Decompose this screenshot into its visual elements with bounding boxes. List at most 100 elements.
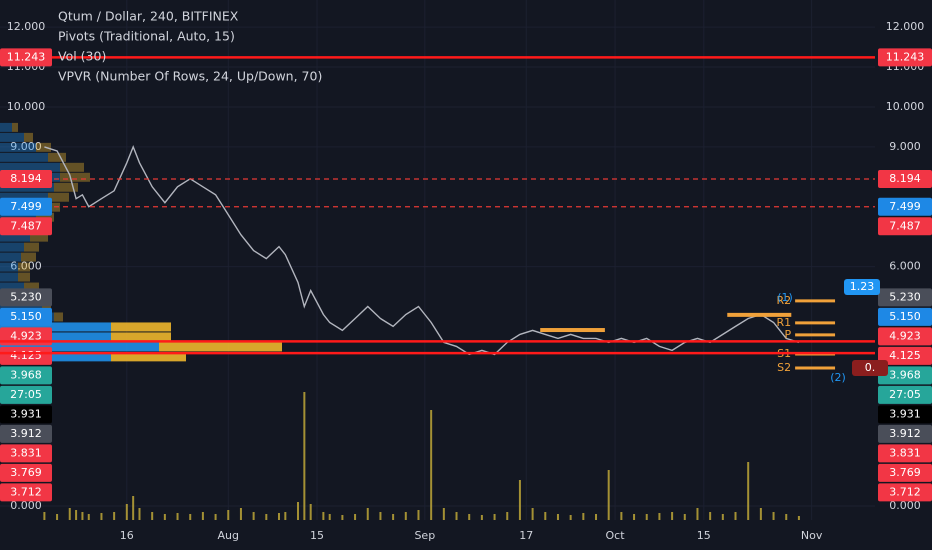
volume-bar [556,514,559,520]
legend-vpvr: VPVR (Number Of Rows, 24, Up/Down, 70) [58,69,322,84]
price-tag-label: 7.487 [10,219,42,232]
y-tick-label: 0.000 [889,499,921,512]
legend: Qtum / Dollar, 240, BITFINEX Pivots (Tra… [58,9,322,84]
price-tag-label: 8.194 [10,172,42,185]
price-tag [878,170,932,189]
x-tick-label: 16 [120,529,134,542]
vpvr-up [0,122,12,132]
vpvr-down [111,352,186,362]
volume-bar [633,514,636,520]
price-tag [0,170,52,189]
volume-bar [506,512,509,520]
pivot-label: R2 [776,294,791,307]
price-tag [878,217,932,236]
vpvr-up [0,242,24,252]
legend-symbol: Qtum / Dollar, 240, BITFINEX [58,9,239,24]
price-tag [878,424,932,443]
volume-bar [265,514,268,520]
x-tick-label: 15 [697,529,711,542]
annotation: 0. [865,361,876,374]
price-tag [0,444,52,463]
vpvr-up [0,252,21,262]
volume-bar [239,508,242,520]
price-tag-label: 5.230 [10,290,42,303]
volume-bar [772,512,775,520]
vpvr-down [60,172,90,182]
vpvr-up [0,332,111,342]
price-tag-label: 3.931 [889,407,921,420]
vpvr-down [60,162,84,172]
annotation: (2) [830,371,846,384]
volume-bar [125,504,128,520]
price-tag [878,346,932,365]
volume-bar [138,508,141,520]
pivot-label: R1 [776,316,791,329]
y-tick-label: 12.000 [886,20,925,33]
vpvr-down [48,192,69,202]
vpvr-up [0,212,36,222]
vpvr-up [0,232,30,242]
volume-bar [734,512,737,520]
price-tag [0,48,52,67]
volume-bar [797,516,800,520]
volume-bar [366,508,369,520]
pivot-label: P [784,328,791,341]
vpvr-up [0,132,24,142]
price-tag-label: 3.912 [10,427,42,440]
price-tag [0,197,52,216]
price-tag-label: 5.150 [889,310,921,323]
volume-bar [201,512,204,520]
annotation: 1.23 [850,280,875,293]
price-tag [0,385,52,404]
price-tag-label: 3.831 [10,446,42,459]
volume-bar [189,514,192,520]
vpvr-down [30,232,48,242]
volume-bar [341,515,344,520]
price-tag [878,307,932,326]
price-tag [0,405,52,424]
x-tick-label: Aug [218,529,239,542]
price-tag-label: 4.923 [10,329,42,342]
price-tag [0,463,52,482]
vpvr-up [0,302,42,312]
vpvr-up [0,192,48,202]
price-tag [0,483,52,502]
volume-bar [328,514,331,520]
price-tag-label: 27:05 [889,388,921,401]
volume-bar [759,508,762,520]
price-tag [878,366,932,385]
vpvr-up [0,352,111,362]
legend-pivots: Pivots (Traditional, Auto, 15) [58,29,235,44]
volume-bar [442,508,445,520]
price-tag-label: 3.968 [10,368,42,381]
volume-bar [671,512,674,520]
volume-bar [493,514,496,520]
annotation-pill [844,279,880,295]
vpvr-down [159,342,282,352]
volume-bar [297,502,300,520]
volume-bar [379,512,382,520]
volume-bar [252,512,255,520]
volume-bar [721,514,724,520]
price-tag [878,444,932,463]
vpvr-down [24,242,39,252]
price-tag [878,405,932,424]
x-tick-label: Oct [606,529,626,542]
price-tag-label: 4.125 [889,349,921,362]
volume-bar [214,514,217,520]
volume-bar [569,515,572,520]
price-tag [0,424,52,443]
vpvr-down [42,302,51,312]
pivot-history [540,328,605,333]
volume-bar [227,510,230,520]
volume-bar [303,392,306,520]
vpvr-up [0,152,48,162]
price-tag-label: 4.125 [10,349,42,362]
volume-bar [151,512,154,520]
volume-bar [284,512,287,520]
volume-bar [417,510,420,520]
vpvr-down [36,142,51,152]
volume-bar [595,514,598,520]
volume-bar [322,512,325,520]
price-tag-label: 11.243 [886,50,925,63]
